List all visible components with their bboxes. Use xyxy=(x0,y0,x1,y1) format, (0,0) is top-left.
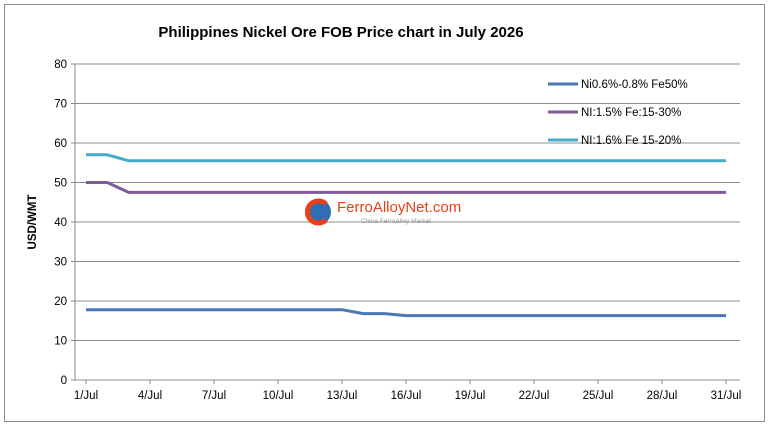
watermark-logo: FerroAlloyNet.com China FerroAlloy Marke… xyxy=(305,198,461,226)
logo-arc-icon xyxy=(305,198,328,226)
y-tick-labels: 0 10 20 30 40 50 60 70 80 xyxy=(54,59,67,387)
series-line-1 xyxy=(86,308,726,318)
y-tick-label: 30 xyxy=(54,257,67,269)
y-tick-label: 10 xyxy=(54,336,67,348)
watermark-tagline: China FerroAlloy Market xyxy=(361,218,431,225)
y-axis-label: USD/WMT xyxy=(27,195,39,250)
x-tick-label: 22/Jul xyxy=(519,390,550,402)
x-tick-label: 7/Jul xyxy=(202,390,226,402)
series-lines xyxy=(86,153,726,318)
y-tick-label: 60 xyxy=(54,138,67,150)
y-tick-label: 70 xyxy=(54,99,67,111)
watermark-brand: FerroAlloyNet.com xyxy=(337,199,461,216)
x-tick-label: 10/Jul xyxy=(263,390,294,402)
x-tick-label: 19/Jul xyxy=(455,390,486,402)
legend-label: NI:1.6% Fe 15-20% xyxy=(581,135,681,147)
chart-frame xyxy=(4,4,765,422)
series-line-2 xyxy=(86,181,726,194)
x-tick-label: 31/Jul xyxy=(711,390,742,402)
y-tick-label: 80 xyxy=(54,59,67,71)
grid-lines xyxy=(71,63,740,381)
x-tick-labels: 1/Jul 4/Jul 7/Jul 10/Jul 13/Jul 16/Jul 19/Jul 2… xyxy=(74,390,741,402)
legend-label: NI:1.5% Fe:15-30% xyxy=(581,107,681,119)
chart-title: Philippines Nickel Ore FOB Price chart i… xyxy=(158,24,523,41)
x-tick-label: 1/Jul xyxy=(74,390,98,402)
legend-label: Ni0.6%-0.8% Fe50% xyxy=(581,79,688,91)
y-tick-label: 20 xyxy=(54,296,67,308)
x-tick-label: 4/Jul xyxy=(138,390,162,402)
series-line-3 xyxy=(86,153,726,163)
axes xyxy=(74,64,740,384)
legend: Ni0.6%-0.8% Fe50% NI:1.5% Fe:15-30% NI:1.6… xyxy=(548,79,688,147)
x-tick-label: 13/Jul xyxy=(327,390,358,402)
x-tick-label: 28/Jul xyxy=(647,390,678,402)
y-tick-label: 40 xyxy=(54,217,67,229)
y-tick-label: 50 xyxy=(54,178,67,190)
x-tick-label: 25/Jul xyxy=(583,390,614,402)
y-tick-label: 0 xyxy=(61,375,67,387)
x-tick-label: 16/Jul xyxy=(391,390,422,402)
